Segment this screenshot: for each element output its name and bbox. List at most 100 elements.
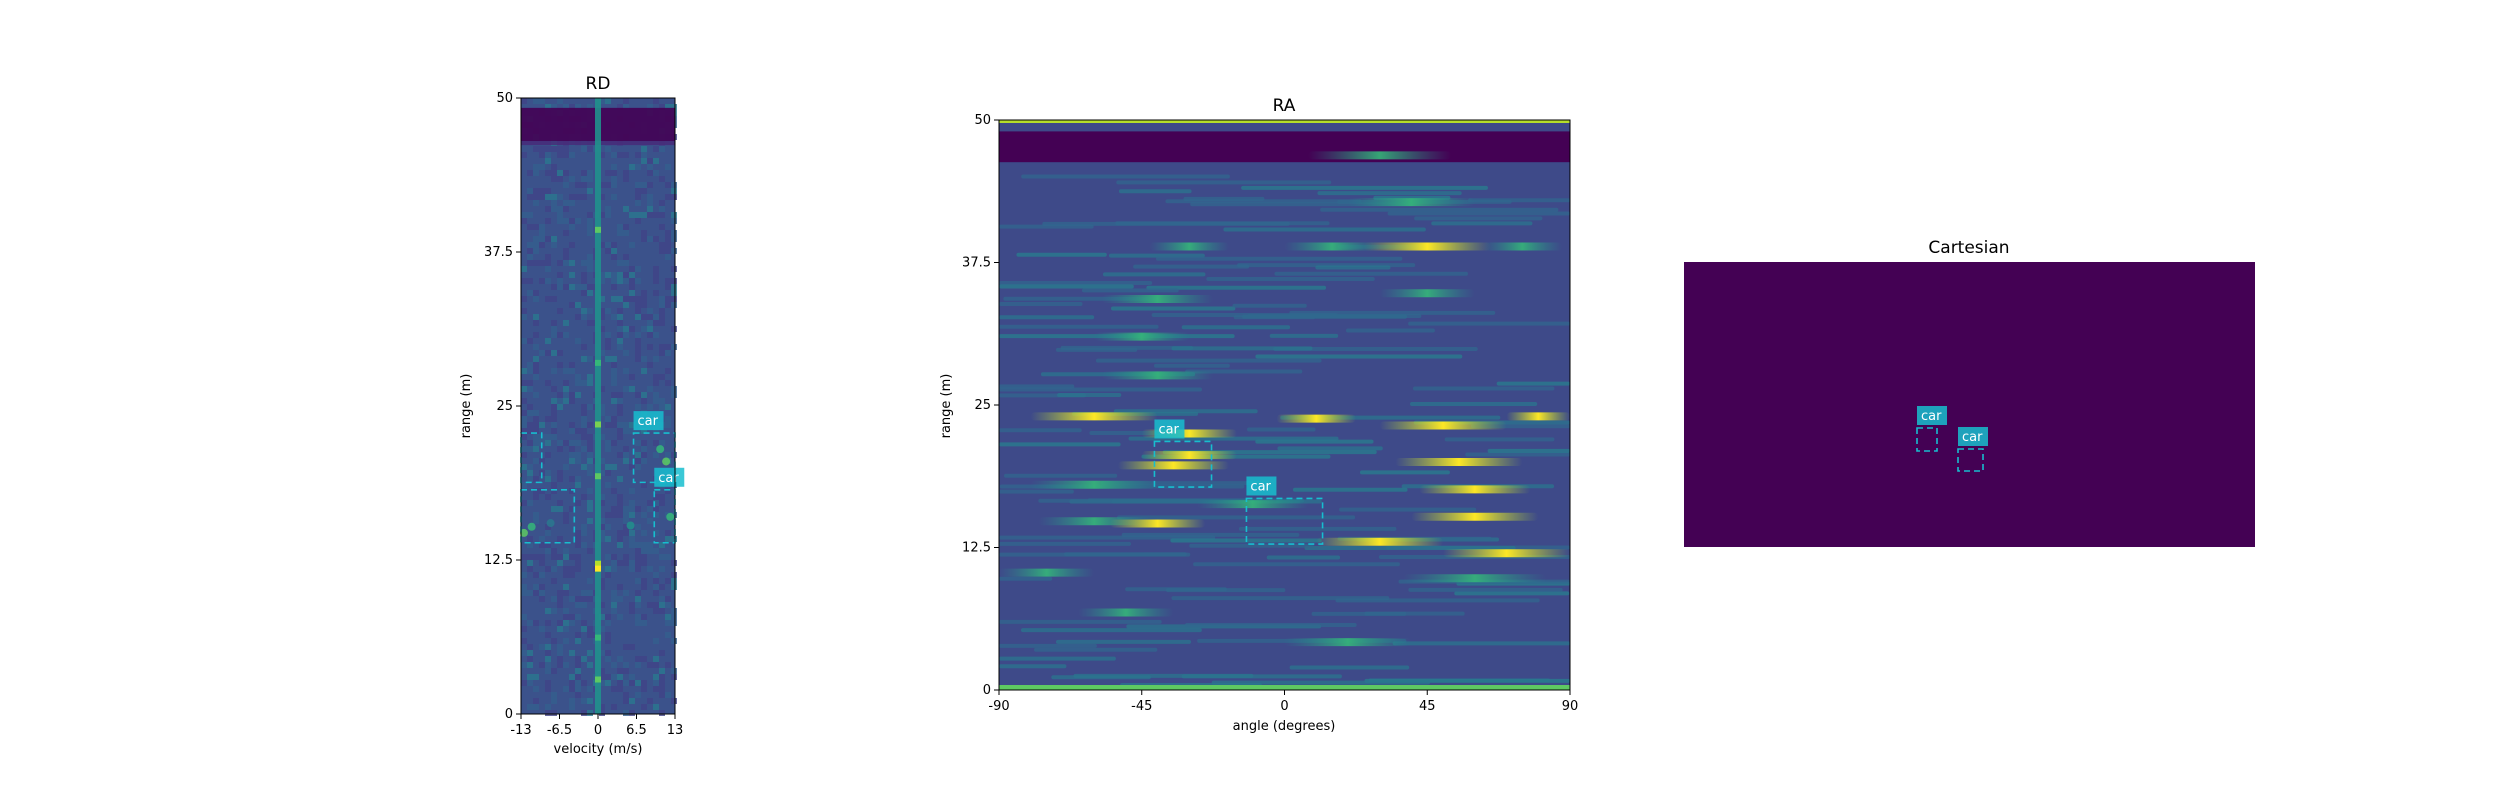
rd-noise-cell bbox=[533, 164, 539, 170]
rd-noise-cell bbox=[545, 218, 551, 224]
rd-noise-cell bbox=[611, 422, 617, 428]
rd-noise-cell bbox=[563, 626, 569, 632]
rd-noise-cell bbox=[659, 668, 665, 674]
rd-noise-cell bbox=[551, 668, 557, 674]
rd-noise-cell bbox=[617, 398, 623, 404]
rd-noise-cell bbox=[587, 176, 593, 182]
rd-noise-cell bbox=[659, 248, 665, 254]
rd-stripe-peak bbox=[595, 560, 601, 567]
rd-noise-cell bbox=[641, 458, 647, 464]
ra-return-blob bbox=[1276, 414, 1356, 423]
rd-noise-cell bbox=[635, 680, 641, 686]
rd-noise-cell bbox=[599, 296, 605, 302]
rd-noise-cell bbox=[665, 254, 671, 260]
rd-noise-cell bbox=[611, 176, 617, 182]
rd-noise-cell bbox=[617, 584, 623, 590]
rd-noise-cell bbox=[635, 566, 641, 572]
rd-noise-cell bbox=[581, 596, 587, 602]
rd-noise-cell bbox=[623, 518, 629, 524]
rd-noise-cell bbox=[533, 320, 539, 326]
rd-noise-cell bbox=[647, 164, 653, 170]
ra-streak bbox=[1269, 333, 1339, 338]
ra-streak bbox=[1020, 628, 1202, 633]
rd-noise-cell bbox=[557, 476, 563, 482]
rd-zero-doppler-stripe bbox=[595, 98, 601, 714]
rd-noise-cell bbox=[521, 410, 527, 416]
rd-noise-cell bbox=[533, 512, 539, 518]
rd-noise-cell bbox=[533, 488, 539, 494]
rd-noise-cell bbox=[653, 638, 659, 644]
rd-noise-cell bbox=[521, 380, 527, 386]
rd-noise-cell bbox=[587, 434, 593, 440]
rd-noise-cell bbox=[563, 554, 569, 560]
rd-noise-cell bbox=[533, 440, 539, 446]
rd-noise-cell bbox=[581, 422, 587, 428]
rd-noise-cell bbox=[563, 566, 569, 572]
rd-noise-cell bbox=[575, 614, 581, 620]
rd-noise-cell bbox=[587, 578, 593, 584]
rd-noise-cell bbox=[551, 428, 557, 434]
ra-streak bbox=[1255, 354, 1463, 359]
rd-noise-cell bbox=[557, 206, 563, 212]
rd-noise-cell bbox=[671, 296, 677, 302]
rd-noise-cell bbox=[575, 452, 581, 458]
rd-noise-cell bbox=[611, 440, 617, 446]
rd-noise-cell bbox=[521, 218, 527, 224]
rd-stripe-peak bbox=[595, 421, 601, 428]
rd-noise-cell bbox=[581, 494, 587, 500]
rd-noise-cell bbox=[599, 410, 605, 416]
rd-noise-cell bbox=[551, 638, 557, 644]
rd-noise-cell bbox=[599, 524, 605, 530]
rd-noise-cell bbox=[659, 206, 665, 212]
rd-noise-cell bbox=[545, 380, 551, 386]
rd-noise-cell bbox=[665, 602, 671, 608]
rd-noise-cell bbox=[671, 608, 677, 614]
rd-noise-cell bbox=[659, 602, 665, 608]
rd-noise-cell bbox=[533, 392, 539, 398]
rd-noise-cell bbox=[629, 512, 635, 518]
rd-noise-cell bbox=[647, 320, 653, 326]
rd-noise-cell bbox=[539, 644, 545, 650]
rd-noise-cell bbox=[539, 242, 545, 248]
rd-noise-cell bbox=[617, 224, 623, 230]
rd-noise-cell bbox=[647, 182, 653, 188]
ra-return-blob bbox=[1363, 242, 1491, 251]
rd-noise-cell bbox=[563, 248, 569, 254]
rd-noise-cell bbox=[635, 620, 641, 626]
rd-noise-cell bbox=[611, 374, 617, 380]
rd-noise-cell bbox=[557, 626, 563, 632]
ra-return-blob bbox=[1102, 294, 1214, 303]
rd-noise-cell bbox=[659, 212, 665, 218]
rd-noise-cell bbox=[605, 338, 611, 344]
rd-noise-cell bbox=[569, 224, 575, 230]
rd-noise-cell bbox=[671, 326, 677, 332]
rd-stripe-peak bbox=[595, 473, 601, 480]
rd-noise-cell bbox=[635, 542, 641, 548]
rd-noise-cell bbox=[629, 422, 635, 428]
rd-noise-cell bbox=[653, 332, 659, 338]
rd-noise-cell bbox=[599, 584, 605, 590]
rd-noise-cell bbox=[527, 674, 533, 680]
rd-noise-cell bbox=[671, 212, 677, 218]
rd-noise-cell bbox=[587, 170, 593, 176]
rd-noise-cell bbox=[617, 542, 623, 548]
ra-streak bbox=[1266, 555, 1341, 560]
ra-return-blob bbox=[1411, 512, 1539, 521]
rd-noise-cell bbox=[527, 440, 533, 446]
rd-noise-cell bbox=[665, 536, 671, 542]
detection-label-bg bbox=[633, 411, 664, 431]
rd-noise-cell bbox=[569, 272, 575, 278]
rd-noise-cell bbox=[629, 710, 635, 716]
x-tick-label: 45 bbox=[1419, 699, 1436, 714]
rd-noise-cell bbox=[635, 350, 641, 356]
rd-noise-cell bbox=[665, 488, 671, 494]
rd-noise-cell bbox=[671, 638, 677, 644]
rd-noise-cell bbox=[629, 680, 635, 686]
rd-noise-cell bbox=[545, 686, 551, 692]
rd-noise-cell bbox=[557, 398, 563, 404]
rd-noise-cell bbox=[539, 584, 545, 590]
rd-noise-cell bbox=[587, 458, 593, 464]
rd-noise-cell bbox=[635, 548, 641, 554]
rd-noise-cell bbox=[545, 188, 551, 194]
rd-noise-cell bbox=[521, 650, 527, 656]
